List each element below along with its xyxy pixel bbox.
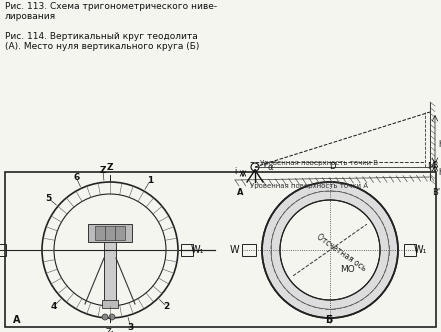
- Circle shape: [262, 182, 398, 318]
- Text: W₁: W₁: [413, 245, 427, 255]
- Text: Рис. 113. Схема тригонометрического ниве-
лирования: Рис. 113. Схема тригонометрического ниве…: [5, 2, 217, 21]
- Text: 4: 4: [50, 302, 56, 311]
- Text: Отсчетная ось: Отсчетная ось: [315, 232, 368, 273]
- Text: 2: 2: [164, 302, 170, 311]
- Text: 3: 3: [127, 323, 134, 332]
- Text: Б: Б: [325, 315, 333, 325]
- Text: Z: Z: [100, 166, 106, 175]
- Text: W₁: W₁: [190, 245, 204, 255]
- Bar: [95, 226, 105, 240]
- Text: A: A: [237, 188, 243, 197]
- Text: B: B: [432, 161, 437, 170]
- Text: i: i: [234, 168, 236, 177]
- Circle shape: [109, 314, 115, 320]
- Text: W: W: [229, 245, 239, 255]
- Text: 1: 1: [147, 176, 153, 185]
- Bar: [181, 244, 193, 256]
- Circle shape: [280, 200, 380, 300]
- Circle shape: [102, 314, 108, 320]
- Text: Рис. 114. Вертикальный круг теодолита
(А). Место нуля вертикального круга (Б): Рис. 114. Вертикальный круг теодолита (А…: [5, 32, 199, 51]
- Text: D: D: [329, 162, 335, 171]
- Text: B': B': [432, 188, 440, 197]
- Bar: [105, 226, 115, 240]
- Bar: [0, 244, 6, 256]
- Bar: [102, 300, 118, 308]
- Bar: [404, 244, 416, 256]
- Text: Z: Z: [107, 163, 113, 172]
- Text: h: h: [438, 168, 441, 177]
- Text: 6: 6: [73, 173, 79, 182]
- Bar: [242, 244, 256, 256]
- Bar: [88, 224, 132, 242]
- Text: Z₁: Z₁: [105, 328, 115, 332]
- Text: Уровенная поверхность точки A: Уровенная поверхность точки A: [250, 183, 368, 189]
- Text: h₁: h₁: [438, 140, 441, 149]
- Bar: [5, 172, 436, 327]
- Text: MO: MO: [340, 265, 355, 274]
- Text: А: А: [13, 315, 20, 325]
- Text: 5: 5: [45, 194, 52, 203]
- Text: M: M: [427, 162, 434, 171]
- Bar: [115, 226, 125, 240]
- Text: α: α: [267, 163, 273, 172]
- Text: Уровенная поверхность точки B: Уровенная поверхность точки B: [260, 160, 378, 166]
- Bar: [104, 242, 116, 304]
